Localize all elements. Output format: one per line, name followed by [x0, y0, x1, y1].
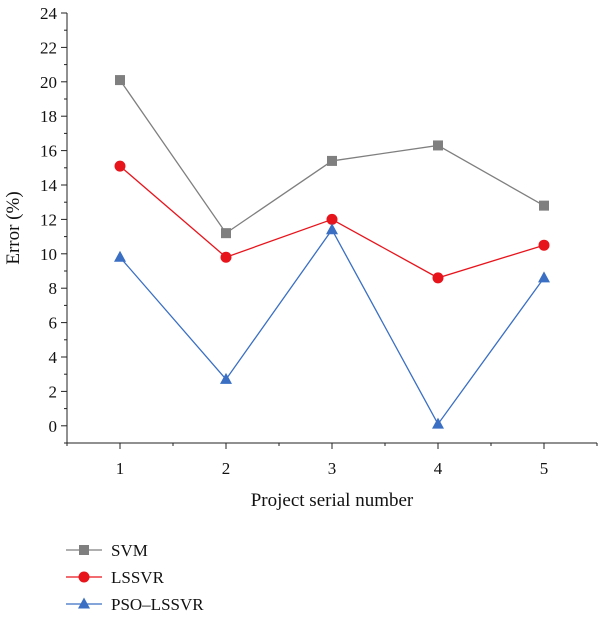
- y-axis-title: Error (%): [3, 191, 24, 264]
- legend-marker-lssvr: [78, 571, 90, 583]
- data-point-lssvr: [114, 160, 126, 172]
- x-tick-label: 2: [222, 459, 231, 478]
- legend-item-pso-lssvr: PSO–LSSVR: [66, 595, 204, 614]
- y-tick-label: 0: [49, 417, 58, 436]
- legend-label-pso-lssvr: PSO–LSSVR: [111, 595, 204, 614]
- y-tick-label: 8: [49, 279, 58, 298]
- x-tick-label: 4: [434, 459, 443, 478]
- y-tick-label: 12: [40, 210, 57, 229]
- series-line-pso-lssvr: [119, 228, 545, 426]
- series-pso-lssvr: [114, 223, 550, 429]
- y-tick-label: 18: [40, 107, 57, 126]
- data-point-lssvr: [326, 213, 338, 225]
- x-tick-label: 1: [116, 459, 125, 478]
- data-point-pso-lssvr: [220, 372, 232, 384]
- data-point-svm: [433, 140, 443, 151]
- data-point-lssvr: [432, 272, 444, 284]
- legend-label-lssvr: LSSVR: [111, 568, 165, 587]
- data-point-svm: [221, 228, 231, 239]
- y-tick-label: 4: [49, 348, 58, 367]
- series-lssvr: [114, 160, 550, 284]
- y-tick-label: 22: [40, 38, 57, 57]
- legend-marker-pso-lssvr: [78, 597, 90, 609]
- series-layer: [114, 75, 550, 429]
- data-point-lssvr: [538, 239, 550, 251]
- y-tick-label: 16: [40, 142, 57, 161]
- x-axis-title: Project serial number: [251, 490, 414, 511]
- data-point-svm: [539, 200, 549, 211]
- data-point-lssvr: [220, 251, 232, 263]
- data-point-svm: [327, 155, 337, 166]
- y-tick-label: 2: [49, 382, 58, 401]
- legend-marker-svm: [79, 545, 89, 555]
- x-tick-label: 5: [540, 459, 549, 478]
- legend-label-svm: SVM: [111, 541, 148, 560]
- data-point-pso-lssvr: [114, 250, 126, 262]
- y-tick-label: 10: [40, 245, 57, 264]
- data-point-pso-lssvr: [538, 271, 550, 283]
- legend-item-lssvr: LSSVR: [66, 568, 165, 587]
- data-point-pso-lssvr: [432, 417, 444, 429]
- legend-item-svm: SVM: [66, 541, 148, 560]
- data-point-svm: [115, 75, 125, 86]
- x-tick-label: 3: [328, 459, 337, 478]
- data-point-pso-lssvr: [326, 223, 338, 235]
- series-svm: [115, 75, 549, 239]
- y-tick-label: 14: [40, 176, 58, 195]
- y-tick-label: 20: [40, 73, 57, 92]
- y-tick-label: 6: [49, 314, 58, 333]
- legend: SVM LSSVR PSO–LSSVR: [66, 541, 204, 614]
- y-tick-label: 24: [40, 4, 58, 23]
